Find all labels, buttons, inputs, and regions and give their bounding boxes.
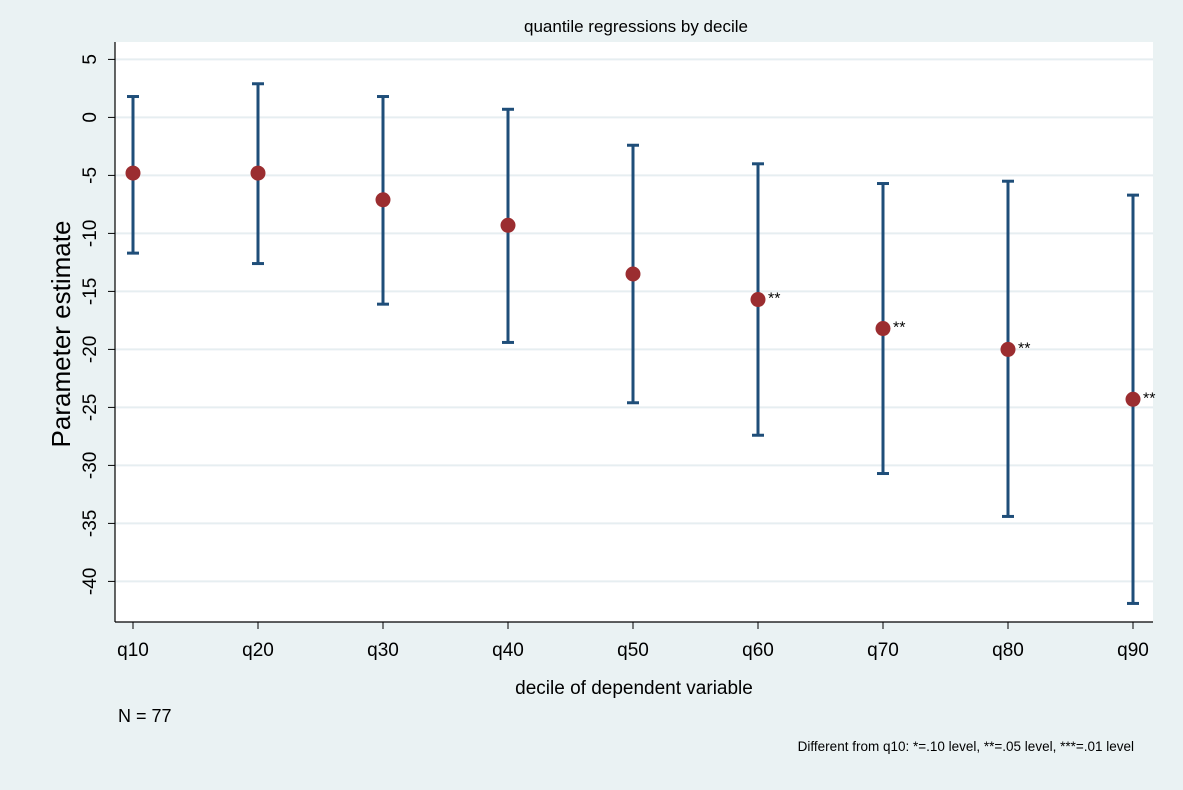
estimate-point <box>625 266 641 282</box>
labels: 5 0 -5 -10 -15 -20 -25 -30 -35 -40 q10 q20 q30 q40 q50… <box>80 54 1155 661</box>
x-tick-label: q80 <box>992 640 1024 661</box>
estimate-point <box>250 165 266 181</box>
x-tick-label: q30 <box>367 640 399 661</box>
estimate-point <box>500 217 516 233</box>
y-tick-label: -10 <box>80 220 101 247</box>
y-tick-label: 5 <box>80 54 101 65</box>
estimate-point <box>1125 391 1141 407</box>
y-tick-label: -30 <box>80 452 101 479</box>
x-tick-label: q10 <box>117 640 149 661</box>
significance-marker: ** <box>1143 390 1155 407</box>
estimate-point <box>375 192 391 208</box>
x-tick-label: q40 <box>492 640 524 661</box>
estimate-point <box>875 321 891 337</box>
estimate-point <box>750 292 766 308</box>
x-axis-label: decile of dependent variable <box>515 678 753 699</box>
estimate-points <box>125 165 1141 407</box>
y-tick-label: -20 <box>80 336 101 363</box>
x-tick-label: q90 <box>1117 640 1149 661</box>
axes <box>108 42 1153 629</box>
significance-marker: ** <box>768 291 780 308</box>
y-tick-label: -5 <box>80 167 101 184</box>
estimate-point <box>125 165 141 181</box>
estimate-point <box>1000 341 1016 357</box>
x-tick-label: q60 <box>742 640 774 661</box>
y-tick-label: -25 <box>80 394 101 421</box>
y-axis-label: Parameter estimate <box>46 221 76 448</box>
chart-title: quantile regressions by decile <box>524 17 748 36</box>
y-tick-label: -40 <box>80 568 101 595</box>
sample-size-note: N = 77 <box>118 706 172 726</box>
x-tick-label: q50 <box>617 640 649 661</box>
y-tick-label: 0 <box>80 112 101 123</box>
x-tick-label: q20 <box>242 640 274 661</box>
significance-marker: ** <box>893 320 905 337</box>
significance-note: Different from q10: *=.10 level, **=.05 … <box>798 739 1134 754</box>
y-tick-label: -15 <box>80 278 101 305</box>
significance-marker: ** <box>1018 340 1030 357</box>
x-tick-label: q70 <box>867 640 899 661</box>
y-tick-label: -35 <box>80 510 101 537</box>
